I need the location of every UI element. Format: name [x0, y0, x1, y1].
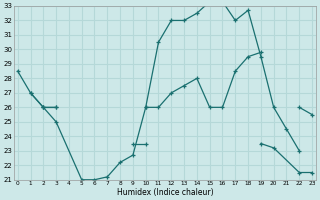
X-axis label: Humidex (Indice chaleur): Humidex (Indice chaleur) [116, 188, 213, 197]
